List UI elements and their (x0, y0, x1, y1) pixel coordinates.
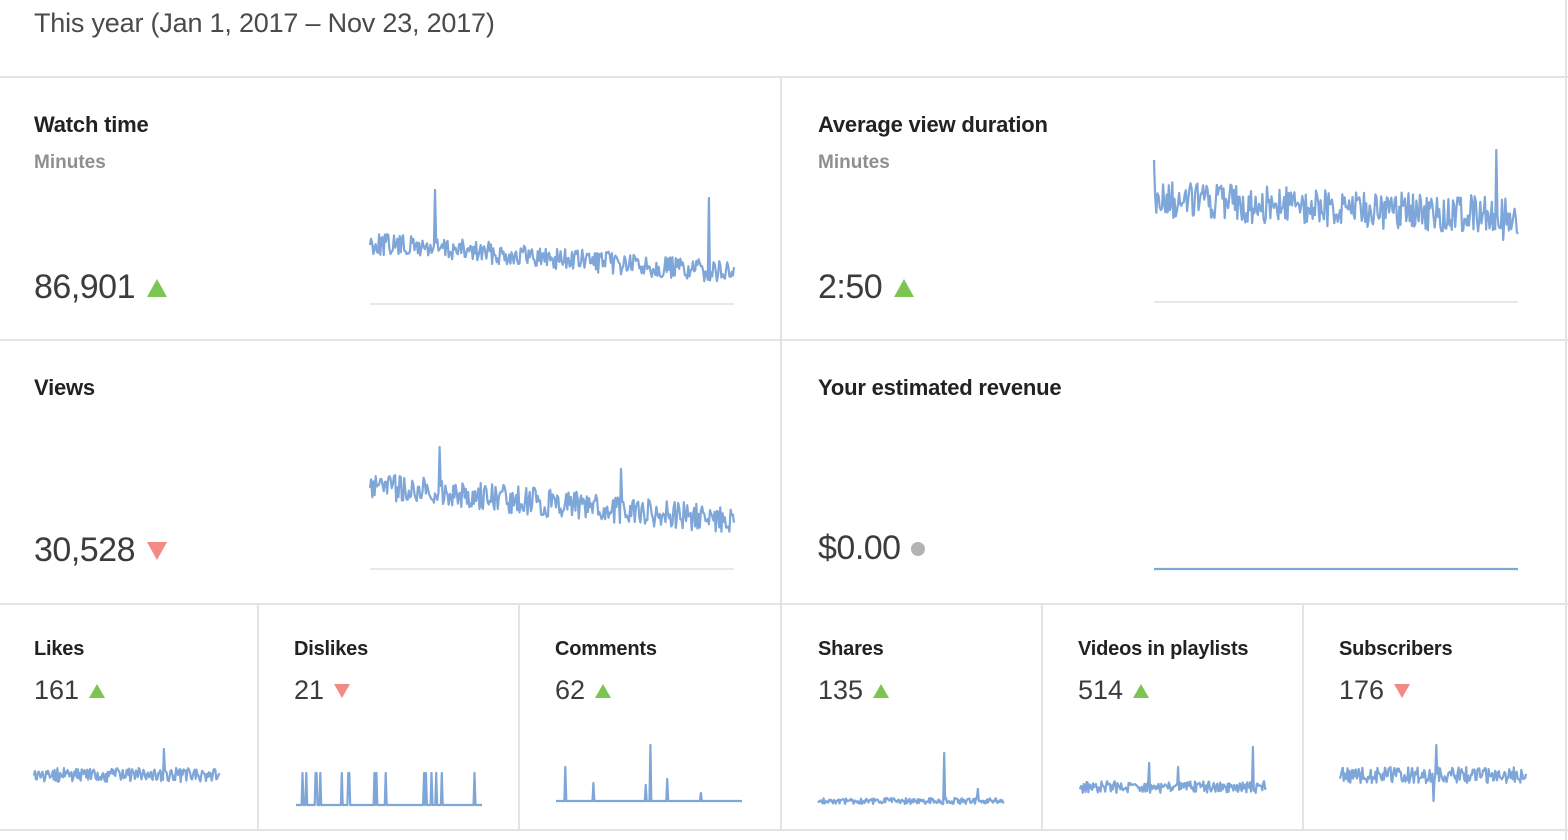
metric-value: $0.00 (818, 529, 901, 567)
divider (1565, 0, 1567, 840)
trend-flat-icon (910, 541, 925, 556)
metric-value: 30,528 (34, 531, 136, 569)
revenue-sparkline (1154, 567, 1518, 571)
videos-in-playlists-card[interactable]: Videos in playlists 514 (1043, 605, 1302, 829)
views-sparkline (368, 445, 736, 570)
shares-sparkline (817, 751, 1005, 806)
metric-value: 86,901 (34, 268, 136, 306)
divider (0, 603, 1568, 605)
date-range-label: This year (Jan 1, 2017 – Nov 23, 2017) (34, 8, 495, 38)
card-title: Views (34, 375, 95, 400)
sparkline-path (555, 743, 743, 803)
sparkline-path (817, 751, 1005, 806)
metric-value: 62 (555, 675, 586, 705)
likes-sparkline (32, 747, 221, 784)
card-subtitle: Minutes (34, 152, 106, 173)
card-title: Average view duration (818, 112, 1048, 137)
divider (0, 339, 1568, 341)
card-value: 176 (1339, 675, 1411, 706)
sparkline-path (368, 445, 736, 533)
metric-value: 176 (1339, 675, 1385, 705)
divider (1302, 604, 1304, 830)
card-value: 2:50 (818, 268, 915, 307)
divider (518, 604, 520, 830)
card-title: Subscribers (1339, 638, 1453, 660)
metric-value: 21 (294, 675, 325, 705)
card-title: Shares (818, 638, 884, 660)
card-title: Likes (34, 638, 85, 660)
trend-up-icon (894, 278, 915, 297)
card-value: 161 (34, 675, 106, 706)
comments-card[interactable]: Comments 62 (520, 605, 780, 829)
metric-value: 514 (1078, 675, 1124, 705)
trend-up-icon (1133, 683, 1150, 698)
divider (780, 77, 782, 604)
card-value: 514 (1078, 675, 1150, 706)
metric-value: 135 (818, 675, 864, 705)
divider (0, 76, 1568, 78)
comments-sparkline (555, 743, 743, 803)
card-title: Your estimated revenue (818, 375, 1062, 400)
sparkline-path (1338, 743, 1528, 803)
card-title: Comments (555, 638, 657, 660)
divider (0, 829, 1568, 831)
revenue-card[interactable]: Your estimated revenue $0.00 (782, 341, 1565, 603)
sparkline-path (368, 188, 736, 283)
avg-duration-sparkline (1152, 148, 1519, 303)
divider (1041, 604, 1043, 830)
subscribers-card[interactable]: Subscribers 176 (1304, 605, 1565, 829)
divider (780, 604, 782, 830)
card-value: 30,528 (34, 531, 167, 570)
card-value: 86,901 (34, 268, 167, 307)
trend-up-icon (595, 683, 612, 698)
card-title: Watch time (34, 112, 149, 137)
card-value: $0.00 (818, 529, 925, 568)
metric-value: 161 (34, 675, 80, 705)
views-card[interactable]: Views 30,528 (0, 341, 780, 603)
trend-down-icon (147, 541, 167, 560)
likes-card[interactable]: Likes 161 (0, 605, 257, 829)
dislikes-sparkline (295, 771, 483, 807)
shares-card[interactable]: Shares 135 (782, 605, 1041, 829)
sparkline-path (1078, 745, 1267, 794)
card-value: 62 (555, 675, 612, 706)
watch-time-sparkline (368, 188, 736, 305)
trend-up-icon (873, 683, 890, 698)
card-title: Dislikes (294, 638, 369, 660)
trend-up-icon (147, 278, 167, 297)
card-title: Videos in playlists (1078, 638, 1249, 660)
card-value: 21 (294, 675, 351, 706)
metric-value: 2:50 (818, 268, 883, 306)
dislikes-card[interactable]: Dislikes 21 (259, 605, 518, 829)
card-subtitle: Minutes (818, 152, 890, 173)
playlists-sparkline (1078, 745, 1267, 794)
watch-time-card[interactable]: Watch time Minutes 86,901 (0, 78, 780, 339)
sparkline-path (32, 747, 221, 784)
trend-down-icon (1394, 683, 1411, 698)
card-value: 135 (818, 675, 890, 706)
subscribers-sparkline (1338, 743, 1528, 803)
sparkline-path (295, 771, 483, 807)
trend-down-icon (334, 683, 351, 698)
divider (257, 604, 259, 830)
avg-view-duration-card[interactable]: Average view duration Minutes 2:50 (782, 78, 1565, 339)
sparkline-path (1152, 148, 1519, 242)
trend-up-icon (89, 683, 106, 698)
